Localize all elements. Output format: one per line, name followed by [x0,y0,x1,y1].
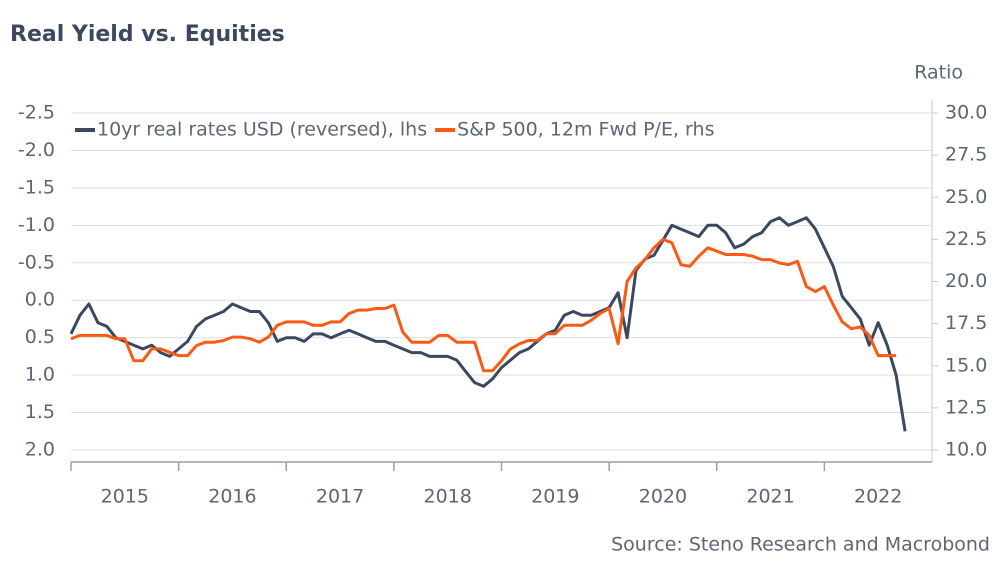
y2-tick-label: 10.0 [945,439,987,461]
x-tick-label: 2022 [854,486,902,508]
y2-tick-label: 27.5 [945,144,987,166]
y2-tick-label: 22.5 [945,228,987,250]
y2-tick-label: 25.0 [945,186,987,208]
y2-axis-label: Ratio [914,62,963,84]
x-tick-label: 2019 [531,486,579,508]
y-tick-label: -2.0 [18,139,55,161]
x-tick-label: 2021 [746,486,794,508]
x-tick-label: 2016 [208,486,256,508]
series-line [70,237,897,373]
y-tick-label: -2.5 [18,102,55,124]
y-tick-label: 0.0 [25,289,55,311]
x-tick-label: 2020 [639,486,687,508]
x-tick-label: 2017 [316,486,364,508]
legend-label: 10yr real rates USD (reversed), lhs [97,119,427,141]
y-tick-label: 2.0 [25,439,55,461]
source-note: Source: Steno Research and Macrobond [611,534,990,556]
y-tick-label: 1.5 [25,401,55,423]
y-tick-label: -1.0 [18,214,55,236]
x-tick-label: 2015 [101,486,149,508]
y-tick-label: 1.0 [25,364,55,386]
y-tick-label: 0.5 [25,326,55,348]
y2-tick-label: 17.5 [945,312,987,334]
series-line [69,216,907,432]
chart-title: Real Yield vs. Equities [10,22,285,47]
y2-tick-label: 12.5 [945,396,987,418]
y2-tick-label: 30.0 [945,102,987,124]
x-tick-label: 2018 [424,486,472,508]
legend-label: S&P 500, 12m Fwd P/E, rhs [457,119,714,141]
y2-tick-label: 20.0 [945,270,987,292]
y-tick-label: -0.5 [18,251,55,273]
y-tick-label: -1.5 [18,176,55,198]
y2-tick-label: 15.0 [945,354,987,376]
